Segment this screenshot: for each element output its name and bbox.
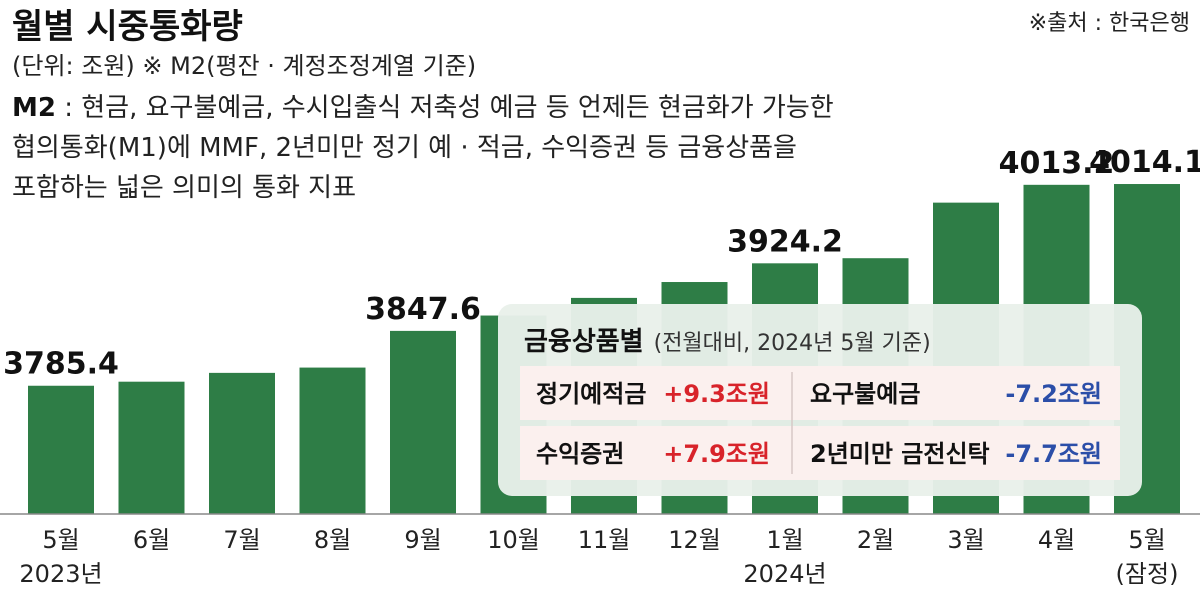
x-tick-label-4: 8월 bbox=[314, 526, 351, 554]
value-label-9: 3924.2 bbox=[727, 224, 843, 259]
x-tick-label-2: 6월 bbox=[133, 526, 170, 554]
description-text-1: : 현금, 요구불예금, 수시입출식 저축성 예금 등 언제든 현금화가 가능한 bbox=[56, 93, 834, 123]
product-name-beneficiary-certificates: 수익증권 bbox=[536, 440, 624, 468]
product-name-money-trusts: 2년미만 금전신탁 bbox=[810, 440, 990, 468]
x-tick-label-5: 9월 bbox=[404, 526, 441, 554]
bar-5 bbox=[390, 330, 456, 514]
bar-3 bbox=[209, 372, 275, 514]
x-tick-label-6: 10월 bbox=[487, 526, 540, 554]
x-tick-label-10: 2월 bbox=[857, 526, 894, 554]
x-tick-label-8: 12월 bbox=[668, 526, 721, 554]
description-line-3: 포함하는 넓은 의미의 통화 지표 bbox=[12, 173, 356, 203]
bar-2 bbox=[118, 381, 185, 514]
product-name-demand-deposits: 요구불예금 bbox=[810, 380, 920, 408]
panel-heading: 금융상품별 (전월대비, 2024년 5월 기준) bbox=[524, 327, 931, 357]
product-change-beneficiary-certificates: +7.9조원 bbox=[663, 440, 770, 468]
product-name-time-deposits: 정기예적금 bbox=[536, 380, 646, 408]
x-tick-label-9: 1월 bbox=[766, 526, 803, 554]
chart-title: 월별 시중통화량 bbox=[12, 7, 243, 47]
value-label-12: 4013.2 bbox=[999, 146, 1115, 181]
value-label-5: 3847.6 bbox=[365, 292, 481, 327]
panel-subtitle: (전월대비, 2024년 5월 기준) bbox=[654, 331, 931, 356]
x-tick-label-7: 11월 bbox=[578, 526, 631, 554]
description-line-1: M2 : 현금, 요구불예금, 수시입출식 저축성 예금 등 언제든 현금화가 … bbox=[12, 93, 834, 123]
x-tick-label-12: 4월 bbox=[1038, 526, 1075, 554]
x-year-label-13: (잠정) bbox=[1116, 560, 1179, 588]
chart-subtitle: (단위: 조원) ※ M2(평잔 · 계정조정계열 기준) bbox=[12, 52, 476, 80]
value-label-13: 4014.1 bbox=[1089, 145, 1200, 180]
bar-4 bbox=[299, 367, 366, 514]
value-label-1: 3785.4 bbox=[3, 347, 119, 382]
x-tick-label-3: 7월 bbox=[223, 526, 260, 554]
x-year-label-9: 2024년 bbox=[743, 560, 826, 588]
description-line-2: 협의통화(M1)에 MMF, 2년미만 정기 예 · 적금, 수익증권 등 금융… bbox=[12, 133, 797, 163]
x-tick-label-13: 5월 bbox=[1128, 526, 1165, 554]
description-term: M2 bbox=[12, 93, 56, 123]
product-change-time-deposits: +9.3조원 bbox=[663, 380, 770, 408]
x-axis-labels: 5월 2023년 6월 7월 8월 9월 10월 11월 12월 1월 2024년 2월 3월 4월 5월 (… bbox=[19, 526, 1178, 588]
source-note: ※출처 : 한국은행 bbox=[1029, 11, 1190, 36]
product-change-money-trusts: -7.7조원 bbox=[1005, 440, 1102, 468]
panel-row-1 bbox=[520, 366, 1120, 420]
panel-row-2 bbox=[520, 426, 1120, 480]
panel-title: 금융상품별 bbox=[524, 327, 644, 357]
x-tick-label-1: 5월 bbox=[42, 526, 79, 554]
x-year-label-1: 2023년 bbox=[19, 560, 102, 588]
bar-1 bbox=[28, 385, 94, 514]
product-change-demand-deposits: -7.2조원 bbox=[1005, 380, 1102, 408]
financial-product-panel: 금융상품별 (전월대비, 2024년 5월 기준) 정기예적금 +9.3조원 요구… bbox=[498, 304, 1142, 496]
x-tick-label-11: 3월 bbox=[947, 526, 984, 554]
